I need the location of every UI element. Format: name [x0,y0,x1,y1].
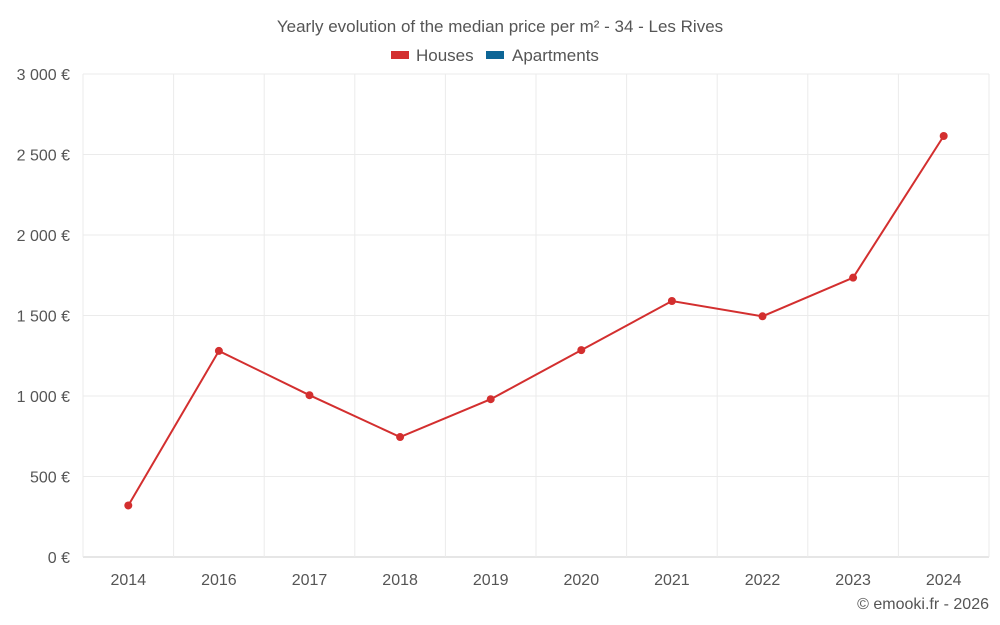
legend-label-apartments[interactable]: Apartments [512,46,599,65]
x-tick-label: 2017 [292,572,328,589]
data-point[interactable] [305,391,314,400]
x-tick-label: 2018 [382,572,418,589]
x-tick-label: 2019 [473,572,509,589]
y-tick-label: 2 500 € [17,148,70,165]
chart-title: Yearly evolution of the median price per… [277,17,723,36]
credit-text: © emooki.fr - 2026 [857,596,989,613]
x-tick-label: 2024 [926,572,962,589]
y-tick-label: 3 000 € [17,67,70,84]
data-point[interactable] [124,501,133,510]
data-point[interactable] [758,312,767,321]
data-point[interactable] [667,297,676,306]
y-tick-label: 1 500 € [17,309,70,326]
legend: Houses Apartments [391,46,599,65]
data-point[interactable] [486,395,495,404]
data-point[interactable] [577,346,586,355]
x-tick-label: 2014 [111,572,147,589]
data-point[interactable] [849,273,858,282]
y-tick-label: 1 000 € [17,389,70,406]
x-tick-label: 2023 [835,572,871,589]
grid [82,73,990,558]
data-point[interactable] [939,131,948,140]
data-point[interactable] [214,346,223,355]
y-tick-label: 2 000 € [17,228,70,245]
series-houses [124,131,948,510]
series-line [127,135,945,506]
legend-swatch-apartments[interactable] [486,51,504,59]
legend-swatch-houses[interactable] [391,51,409,59]
x-tick-label: 2020 [564,572,600,589]
x-axis-labels: 2014 2016 2017 2018 2019 2020 2021 2022 2023 2024 [111,572,962,589]
x-tick-label: 2021 [654,572,690,589]
y-tick-label: 0 € [48,550,70,567]
data-point[interactable] [396,433,405,442]
legend-label-houses[interactable]: Houses [416,46,474,65]
y-tick-label: 500 € [30,470,70,487]
x-tick-label: 2016 [201,572,237,589]
y-axis-labels: 0 € 500 € 1 000 € 1 500 € 2 000 € 2 500 € 3 00… [17,67,70,567]
x-tick-label: 2022 [745,572,781,589]
